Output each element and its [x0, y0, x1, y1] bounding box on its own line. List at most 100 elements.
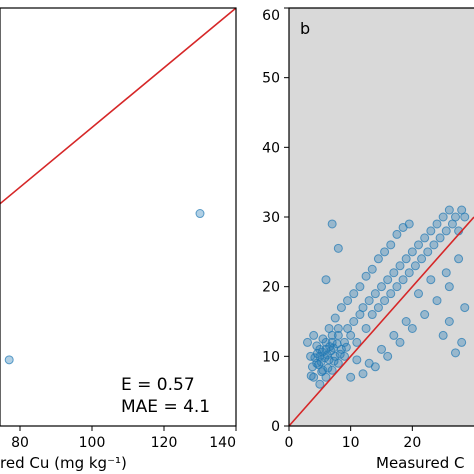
panel-b-point — [346, 330, 356, 340]
panel-a-x-ticks: 6080100120140 — [11, 426, 237, 451]
panel-b-point — [404, 219, 414, 229]
panel-b-point — [386, 289, 396, 299]
panel-b-point — [401, 254, 411, 264]
panel-b-point — [398, 275, 408, 285]
panel-b-y-tick-label: 40 — [262, 140, 280, 156]
panel-b-y-tick-label: 60 — [262, 8, 280, 24]
panel-b-point — [392, 229, 402, 239]
panel-b-point — [444, 205, 454, 215]
panel-b-point — [429, 240, 439, 250]
panel-b-point — [377, 282, 386, 292]
panel-b-point — [306, 371, 316, 381]
panel-b-point — [309, 330, 319, 340]
panel-b-point — [333, 358, 343, 368]
panel-b-point — [454, 254, 464, 264]
panel-b-point — [303, 337, 312, 347]
panel-b-point — [370, 289, 380, 299]
panel-b-y-tick-label: 50 — [262, 71, 280, 87]
panel-b-point — [395, 261, 405, 271]
panel-b-point — [407, 323, 417, 333]
panel-a-x-tick-label: 80 — [11, 435, 29, 451]
panel-b-point — [361, 271, 371, 281]
panel-b-y-ticks: 0 10 20 30 40 50 60 — [262, 7, 289, 435]
panel-b-point — [361, 323, 371, 333]
panel-b-x-axis-label: Measured C — [376, 454, 465, 472]
panel-b-point — [335, 349, 345, 359]
panel-b-point — [380, 247, 390, 257]
panel-b-point — [367, 310, 377, 320]
panel-b-point — [426, 275, 436, 285]
panel-b-point — [373, 303, 383, 313]
panel-b-point — [389, 268, 399, 278]
panel-b-y-tick-label: 20 — [262, 280, 280, 296]
panel-b-point — [307, 362, 317, 372]
panel-b-point — [325, 342, 335, 352]
panel-a-x-tick-label: 120 — [151, 435, 178, 451]
panel-b: 0 10 20 30 40 50 60 0 10 20 b Measured C — [262, 7, 474, 472]
panel-b-point — [451, 212, 460, 222]
panel-b-point — [333, 243, 343, 253]
panel-b-point — [352, 337, 362, 347]
panel-b-point — [349, 289, 359, 299]
panel-b-x-tick-label: 20 — [403, 435, 421, 451]
panel-a-point — [4, 355, 14, 365]
panel-b-point — [444, 317, 454, 326]
panel-b-point — [327, 219, 337, 229]
panel-b-point — [333, 323, 343, 333]
panel-b-point — [410, 261, 420, 271]
panel-b-point — [383, 351, 393, 361]
panel-b-point — [380, 296, 390, 306]
panel-b-point — [383, 275, 393, 285]
panel-b-point — [414, 289, 423, 299]
panel-b-point — [364, 296, 374, 306]
panel-b-point — [329, 356, 339, 366]
panel-b-x-tick-label: 10 — [342, 435, 360, 451]
panel-b-x-ticks: 0 10 20 — [285, 426, 421, 451]
panel-b-point — [377, 344, 386, 354]
panel-b-point — [355, 282, 365, 292]
panel-b-point — [460, 212, 470, 222]
panel-b-point — [358, 303, 368, 313]
panel-b-point — [352, 355, 362, 365]
panel-b-point — [373, 254, 383, 264]
panel-b-point — [441, 226, 451, 236]
panel-a-plot-area — [0, 8, 236, 426]
panel-b-point — [392, 282, 402, 292]
panel-b-point — [435, 233, 445, 243]
panel-b-point — [309, 372, 319, 382]
panel-b-point — [441, 268, 451, 278]
panel-b-point — [370, 362, 380, 372]
panel-b-reference-line — [288, 216, 474, 427]
panel-b-point — [336, 303, 346, 313]
panel-b-point — [438, 330, 448, 340]
panel-a: 6080100120140 E = 0.57 MAE = 4.1 red Cu … — [0, 7, 237, 472]
panel-b-point — [315, 379, 325, 389]
panel-b-point — [395, 337, 405, 347]
panel-b-point — [340, 351, 349, 361]
panel-b-y-tick-label: 0 — [271, 419, 280, 435]
panel-b-point — [407, 247, 417, 257]
panel-b-point — [367, 264, 377, 274]
panel-b-point — [317, 347, 327, 357]
panel-b-point — [332, 339, 342, 349]
panel-b-point — [327, 330, 337, 340]
panel-b-y-tick-label: 30 — [262, 210, 280, 226]
panel-a-x-tick-label: 100 — [79, 435, 106, 451]
panel-a-points — [4, 209, 205, 365]
panel-a-mae-value: MAE = 4.1 — [121, 397, 210, 417]
panel-b-point — [414, 240, 423, 250]
panel-b-point — [321, 275, 331, 285]
panel-a-x-tick-label: 140 — [209, 435, 236, 451]
panel-b-point — [349, 317, 359, 326]
panel-b-point — [420, 310, 430, 320]
panel-b-point — [426, 226, 436, 236]
panel-b-point — [343, 296, 353, 306]
panel-a-reference-line — [0, 7, 237, 205]
panel-b-point — [438, 212, 448, 222]
panel-b-point — [460, 303, 470, 313]
panel-a-e-value: E = 0.57 — [121, 375, 195, 395]
panel-b-point — [451, 348, 460, 358]
panel-b-point — [432, 219, 442, 229]
panel-b-point — [389, 330, 399, 340]
